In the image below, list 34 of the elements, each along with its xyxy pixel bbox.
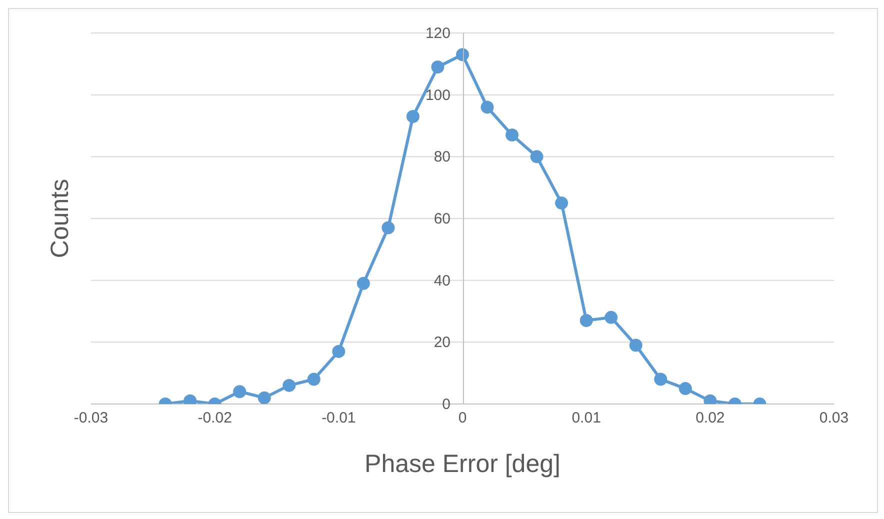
point — [555, 196, 568, 210]
x-tick-label: 0 — [458, 410, 467, 427]
x-tick-label: -0.02 — [198, 410, 232, 427]
point — [530, 150, 544, 164]
point — [406, 110, 420, 123]
y-tick-label: 80 — [434, 148, 450, 166]
point — [332, 344, 346, 358]
point — [604, 310, 618, 324]
x-tick-label: -0.03 — [74, 410, 108, 427]
point — [356, 276, 370, 290]
point — [307, 372, 320, 386]
y-tick-label: 100 — [425, 86, 450, 104]
x-tick-label: -0.01 — [322, 410, 356, 427]
x-axis-title: Phase Error [deg] — [364, 450, 560, 478]
point — [629, 338, 642, 352]
point — [233, 385, 246, 398]
point — [678, 382, 692, 396]
y-tick-label: 0 — [442, 396, 450, 413]
y-tick-label: 40 — [434, 272, 450, 290]
x-tick-label: 0.01 — [572, 410, 601, 427]
point — [654, 372, 668, 386]
point — [506, 128, 519, 142]
x-tick-label: 0.02 — [696, 410, 725, 427]
y-axis-title: Counts — [46, 178, 74, 258]
point — [382, 221, 395, 234]
x-tick-label: 0.03 — [819, 410, 849, 427]
y-tick-label: 120 — [425, 25, 450, 42]
point — [282, 378, 296, 392]
point — [580, 314, 593, 328]
point — [258, 391, 271, 404]
point — [480, 100, 494, 114]
y-tick-label: 60 — [434, 210, 450, 228]
y-tick-label: 20 — [434, 334, 450, 352]
point — [431, 60, 444, 74]
